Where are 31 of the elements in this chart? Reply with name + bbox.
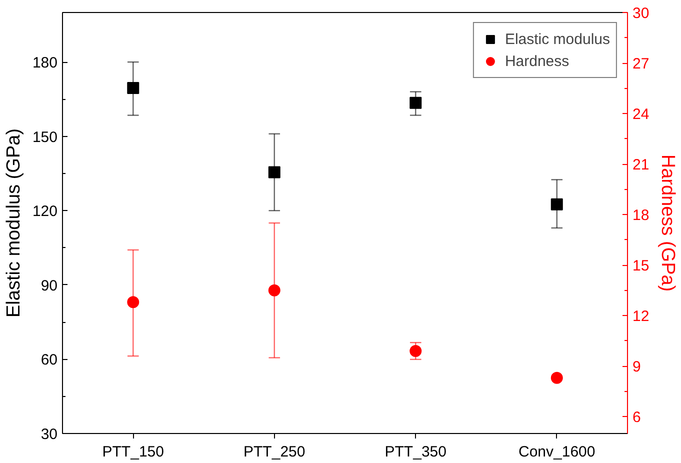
y-tick-label: 30 (40, 426, 58, 443)
y2-tick-label: 24 (632, 106, 650, 124)
y2-tick-label: 18 (632, 207, 650, 224)
y2-tick-label: 9 (632, 358, 641, 376)
y-tick-label: 180 (32, 54, 58, 72)
y2-axis-title: Hardness (GPa) (657, 154, 678, 292)
point (127, 296, 140, 308)
point (127, 82, 140, 94)
y2-tick-label: 12 (632, 308, 650, 326)
y-tick-label: 90 (40, 277, 58, 294)
x-tick-label: PTT_150 (102, 444, 164, 460)
y2-tick-label: 30 (632, 5, 650, 22)
point (550, 198, 563, 210)
legend-label: Elastic modulus (504, 30, 610, 48)
y2-tick-label: 21 (632, 156, 650, 174)
x-tick-label: Conv_1600 (518, 444, 596, 460)
y-tick-label: 60 (40, 352, 58, 369)
point (410, 344, 422, 357)
y2-tick-label: 6 (632, 409, 641, 426)
y-tick-label: 120 (32, 203, 58, 220)
point (550, 372, 563, 384)
point (268, 284, 280, 296)
legend-label: Hardness (504, 52, 570, 70)
point (410, 96, 422, 109)
y2-tick-label: 27 (632, 56, 650, 73)
y-tick-label: 150 (32, 128, 58, 146)
x-tick-label: PTT_250 (244, 444, 306, 460)
point (268, 166, 280, 178)
x-tick-label: PTT_350 (384, 444, 446, 460)
y-axis-title: Elastic modulus (GPa) (3, 128, 24, 318)
y2-tick-label: 15 (632, 258, 650, 275)
